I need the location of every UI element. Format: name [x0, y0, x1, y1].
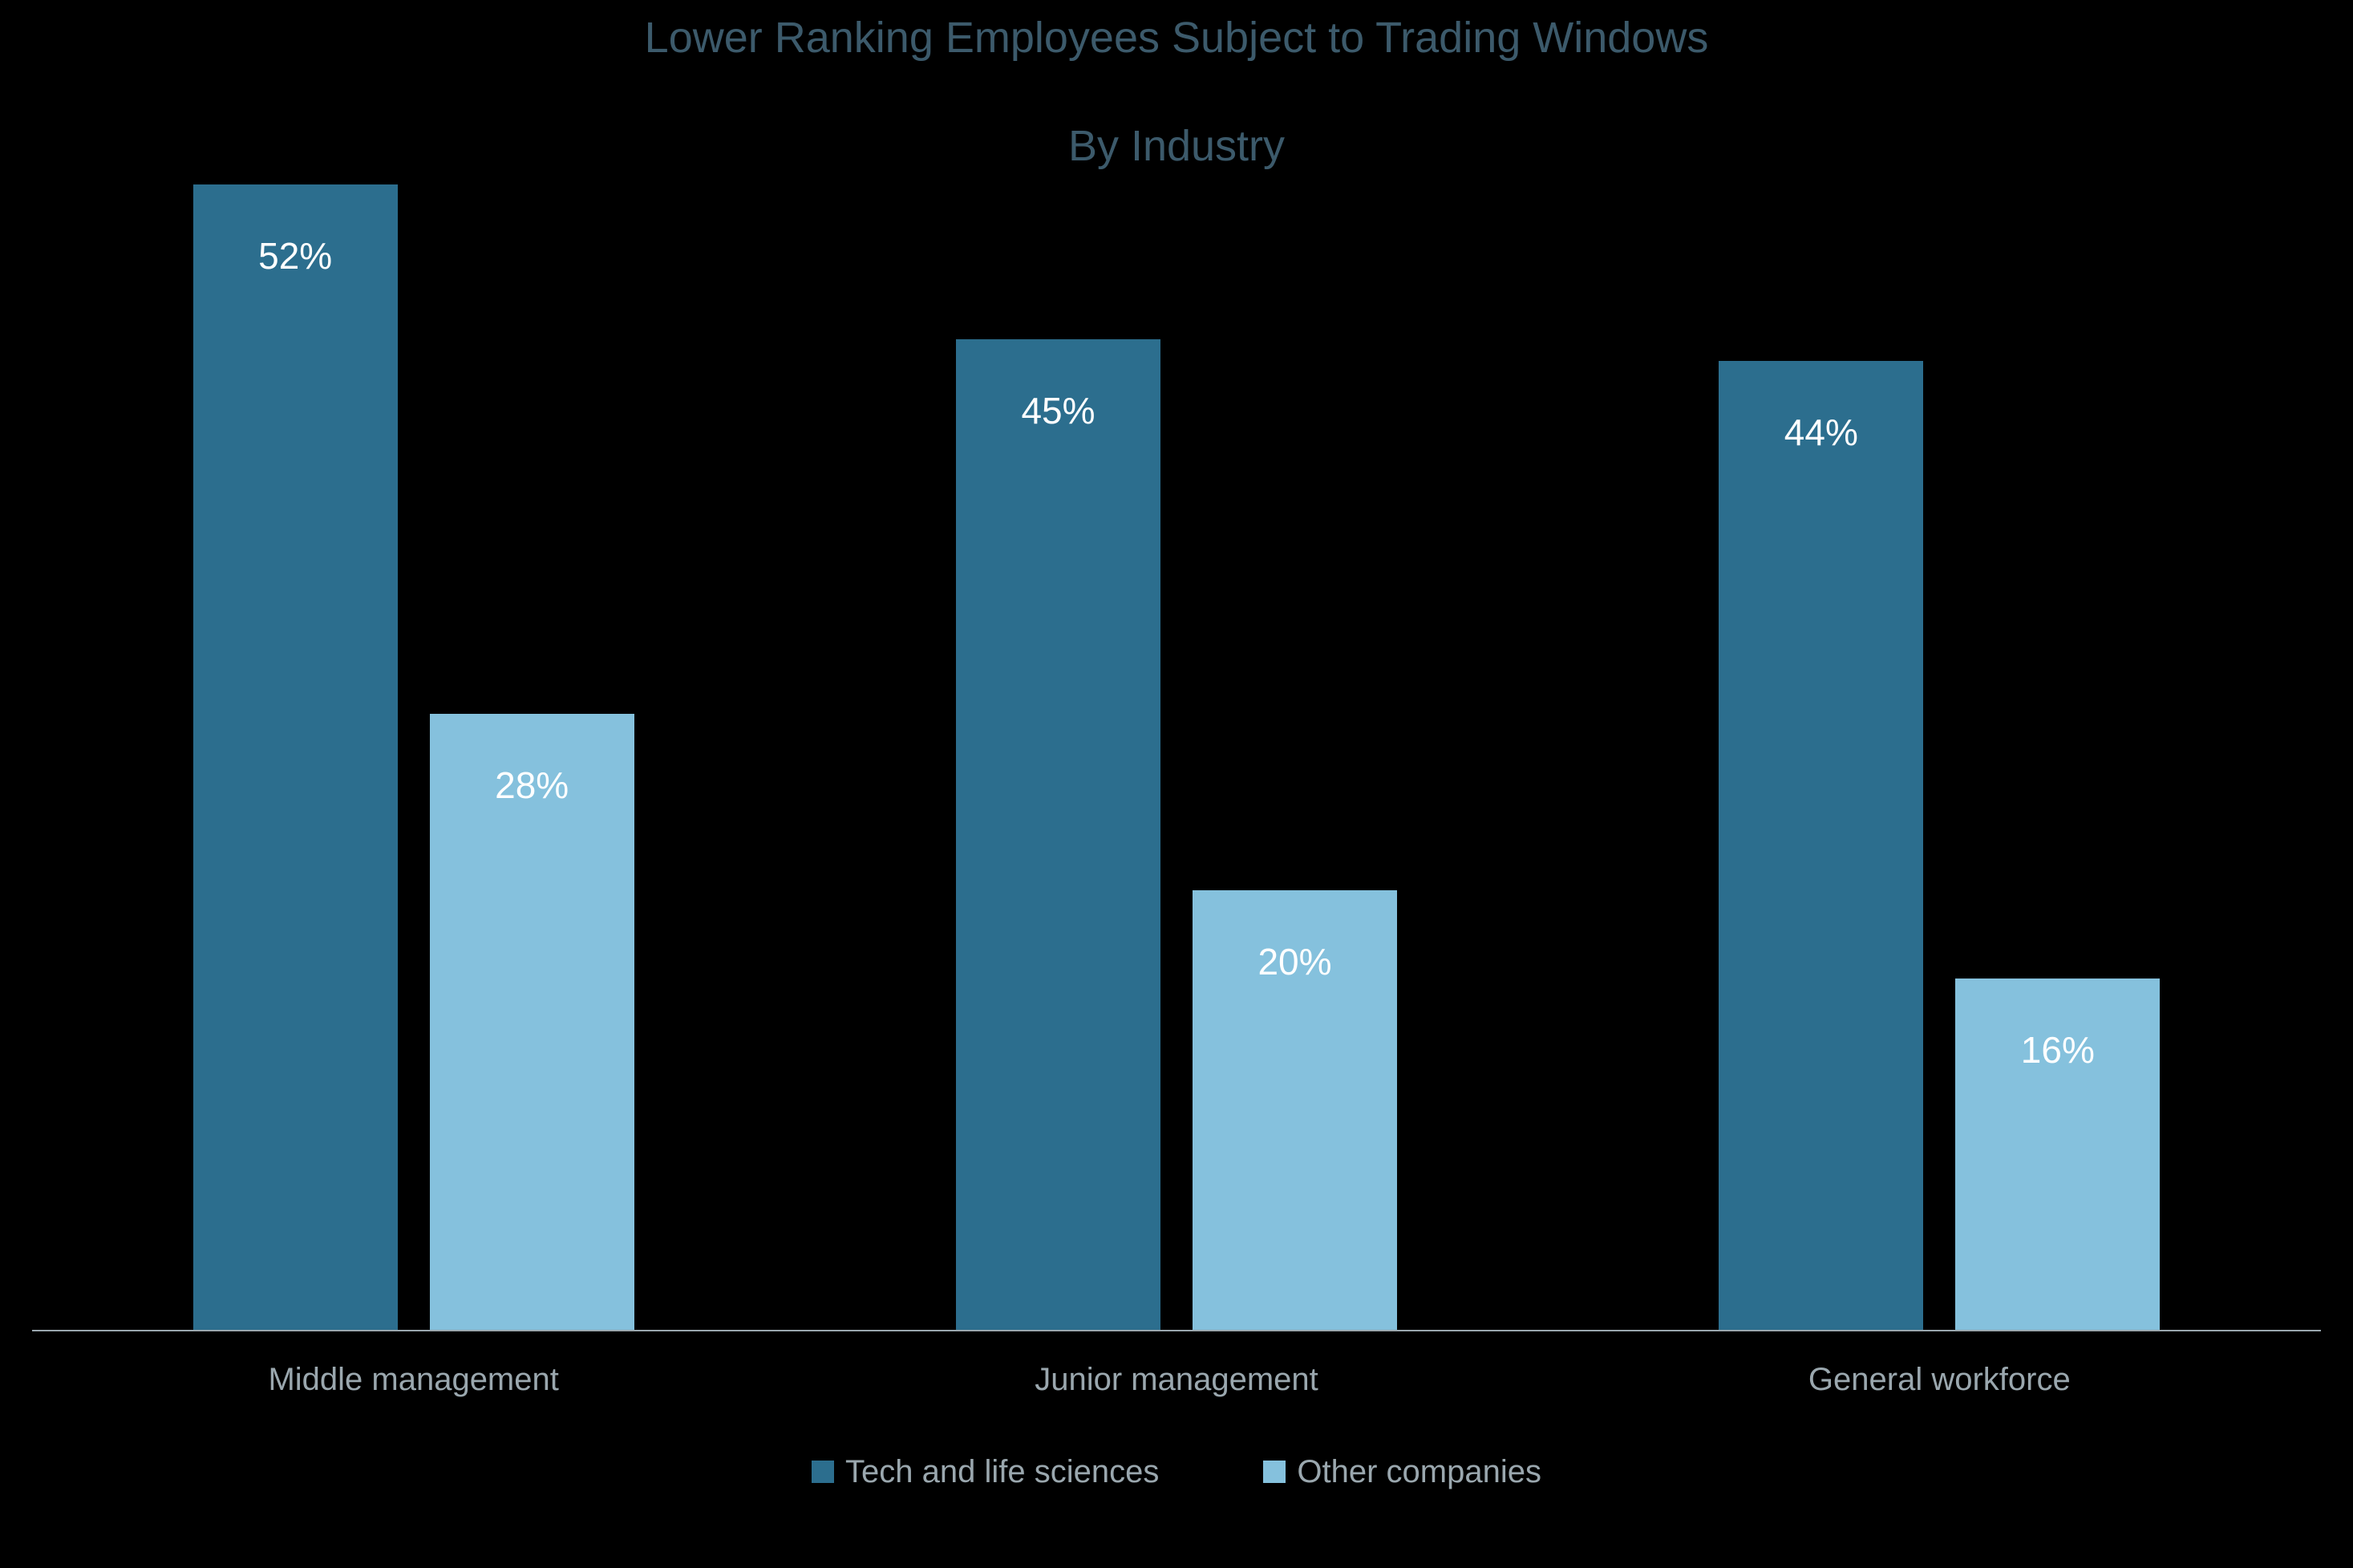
- legend-label: Tech and life sciences: [845, 1454, 1159, 1490]
- bar: 16%: [1955, 978, 2160, 1331]
- chart-title-line1: Lower Ranking Employees Subject to Tradi…: [32, 11, 2321, 66]
- chart-legend: Tech and life sciences Other companies: [32, 1428, 2321, 1516]
- legend-label: Other companies: [1297, 1454, 1541, 1490]
- bar-value-label: 52%: [258, 234, 332, 278]
- legend-item: Other companies: [1263, 1454, 1541, 1490]
- x-axis-line: [32, 1330, 2321, 1331]
- bar: 52%: [193, 184, 398, 1331]
- bar-group: 45% 20%: [956, 339, 1397, 1332]
- x-axis-label: Junior management: [956, 1362, 1397, 1398]
- chart-title-line2: By Industry: [32, 120, 2321, 174]
- bar-value-label: 16%: [2021, 1028, 2095, 1072]
- x-axis-label: Middle management: [193, 1362, 634, 1398]
- legend-item: Tech and life sciences: [812, 1454, 1159, 1490]
- trading-windows-chart: Lower Ranking Employees Subject to Tradi…: [0, 0, 2353, 1568]
- bar-value-label: 28%: [495, 764, 569, 807]
- bar-value-label: 45%: [1021, 389, 1095, 432]
- chart-title: Lower Ranking Employees Subject to Tradi…: [32, 0, 2321, 184]
- bar-value-label: 44%: [1784, 411, 1858, 454]
- chart-plot-area: 52% 28% 45% 20% 44% 16%: [32, 184, 2321, 1331]
- legend-swatch: [1263, 1461, 1286, 1483]
- bar-value-label: 20%: [1257, 940, 1331, 983]
- x-axis-labels: Middle management Junior management Genera…: [32, 1331, 2321, 1428]
- bar: 20%: [1193, 890, 1397, 1331]
- bar-group: 44% 16%: [1719, 361, 2160, 1331]
- bar-group: 52% 28%: [193, 184, 634, 1331]
- bar: 45%: [956, 339, 1160, 1332]
- legend-swatch: [812, 1461, 834, 1483]
- x-axis-label: General workforce: [1719, 1362, 2160, 1398]
- bar: 28%: [430, 714, 634, 1331]
- bar-groups: 52% 28% 45% 20% 44% 16%: [32, 184, 2321, 1331]
- bar: 44%: [1719, 361, 1923, 1331]
